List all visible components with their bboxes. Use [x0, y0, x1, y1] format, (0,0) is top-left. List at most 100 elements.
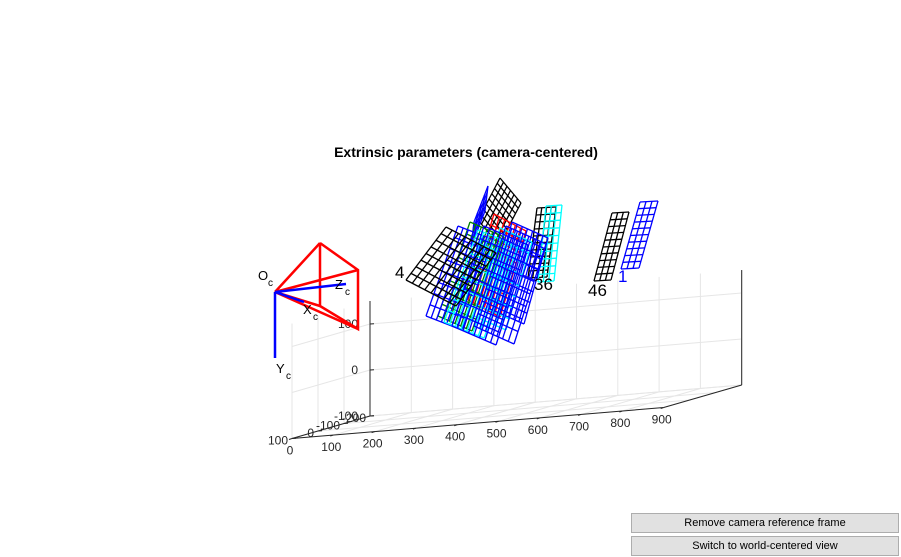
- board-col-line: [632, 201, 653, 269]
- x-tick-label: 300: [404, 433, 424, 447]
- board-row-line: [537, 280, 555, 283]
- board-col-line: [462, 230, 496, 331]
- board-row-line: [610, 218, 628, 221]
- board-row-line: [540, 257, 557, 260]
- board-col-line: [477, 203, 482, 230]
- y-tick-label: 100: [268, 434, 288, 448]
- grid-line: [343, 392, 716, 424]
- axis-edge: [663, 384, 742, 409]
- board-label: 4: [395, 263, 404, 282]
- board-row-line: [593, 279, 612, 282]
- board: [470, 185, 489, 248]
- board: [620, 200, 659, 270]
- x-tick-label: 800: [610, 416, 630, 430]
- grid-line: [333, 412, 412, 436]
- board-row-line: [601, 252, 619, 255]
- camera-y-label: Y: [276, 361, 285, 376]
- board-col-line: [490, 233, 524, 334]
- x-tick-label: 600: [528, 423, 548, 437]
- board-col-line: [626, 201, 647, 269]
- x-tick-label: 400: [445, 430, 465, 444]
- board-row-line: [485, 287, 527, 308]
- board-col-line: [494, 198, 519, 242]
- board-col-line: [467, 232, 502, 334]
- y-tick-label: 0: [307, 426, 314, 440]
- grid-line: [291, 369, 371, 393]
- grid-line: [317, 399, 690, 432]
- remove-camera-frame-button[interactable]: Remove camera reference frame: [631, 513, 899, 533]
- x-tick-mark: [619, 410, 623, 413]
- tick-labels: 0 100 200 300 400 500 600 700 800 900-200-1000100…: [268, 317, 672, 458]
- switch-world-view-button[interactable]: Switch to world-centered view: [631, 536, 899, 556]
- board-col-line: [455, 252, 497, 307]
- board-row-line: [606, 231, 624, 235]
- camera-z-axis: [274, 282, 347, 294]
- board-row-line: [511, 221, 549, 239]
- x-tick-label: 900: [652, 413, 672, 427]
- board-col-line: [553, 204, 563, 282]
- x-tick-mark: [371, 431, 375, 434]
- x-tick-label: 200: [363, 437, 383, 451]
- board-row-line: [443, 321, 485, 339]
- board-col-line: [620, 201, 641, 270]
- board-labels: 4 36 46 1: [395, 263, 627, 300]
- board-col-line: [638, 200, 659, 269]
- x-axis-line: [291, 407, 664, 439]
- x-tick-mark: [536, 417, 540, 420]
- board-label: 46: [588, 281, 607, 300]
- board-col-line: [518, 235, 544, 322]
- camera-origin-label: O: [258, 268, 268, 283]
- board-col-line: [442, 246, 485, 300]
- grid-line: [539, 394, 618, 419]
- grid-line: [415, 405, 495, 429]
- calibration-boards: [405, 177, 659, 346]
- board-label: 36: [534, 275, 553, 294]
- camera-frustum-edge: [274, 268, 359, 294]
- camera-frustum-edge: [274, 242, 321, 293]
- board-row-line: [539, 265, 556, 268]
- grid-line: [374, 408, 453, 433]
- board-col-line: [417, 233, 460, 287]
- x-tick-mark: [577, 413, 582, 416]
- board-label: 1: [618, 267, 627, 286]
- board: [593, 211, 630, 282]
- board-row-line: [639, 200, 659, 203]
- board-row-line: [545, 211, 562, 215]
- board-row-line: [608, 224, 626, 228]
- grid-line: [369, 338, 742, 371]
- board-col-line: [430, 239, 472, 294]
- z-tick-label: 0: [351, 363, 358, 377]
- board-row-line: [545, 204, 563, 207]
- x-tick-label: 100: [321, 440, 341, 454]
- board: [473, 225, 547, 345]
- board-row-line: [477, 312, 519, 333]
- board-row-line: [636, 213, 655, 217]
- board-row-line: [638, 207, 657, 210]
- board-col-line: [546, 206, 557, 278]
- board-col-line: [542, 205, 552, 282]
- camera-z-label-subscript: c: [345, 287, 350, 298]
- x-tick-label: 0: [287, 444, 294, 458]
- x-tick-mark: [660, 407, 664, 410]
- grid-line: [622, 387, 701, 412]
- board-row-line: [630, 233, 649, 237]
- camera-x-label-subscript: c: [313, 312, 318, 323]
- board-col-line: [473, 225, 507, 327]
- grid-line: [580, 391, 660, 415]
- board-col-line: [501, 238, 536, 340]
- board-col-line: [436, 242, 478, 297]
- board-col-line: [593, 212, 613, 282]
- grid-line: [457, 401, 536, 426]
- grid-line: [369, 292, 742, 325]
- grid-line: [498, 398, 577, 422]
- board-row-line: [622, 260, 641, 263]
- board-col-line: [484, 186, 508, 229]
- axis-box: [288, 270, 743, 440]
- camera-x-axis: [274, 290, 305, 304]
- board-row-line: [604, 238, 622, 241]
- x-tick-mark: [495, 420, 499, 423]
- board-row-line: [599, 258, 617, 262]
- board-col-line: [507, 241, 541, 342]
